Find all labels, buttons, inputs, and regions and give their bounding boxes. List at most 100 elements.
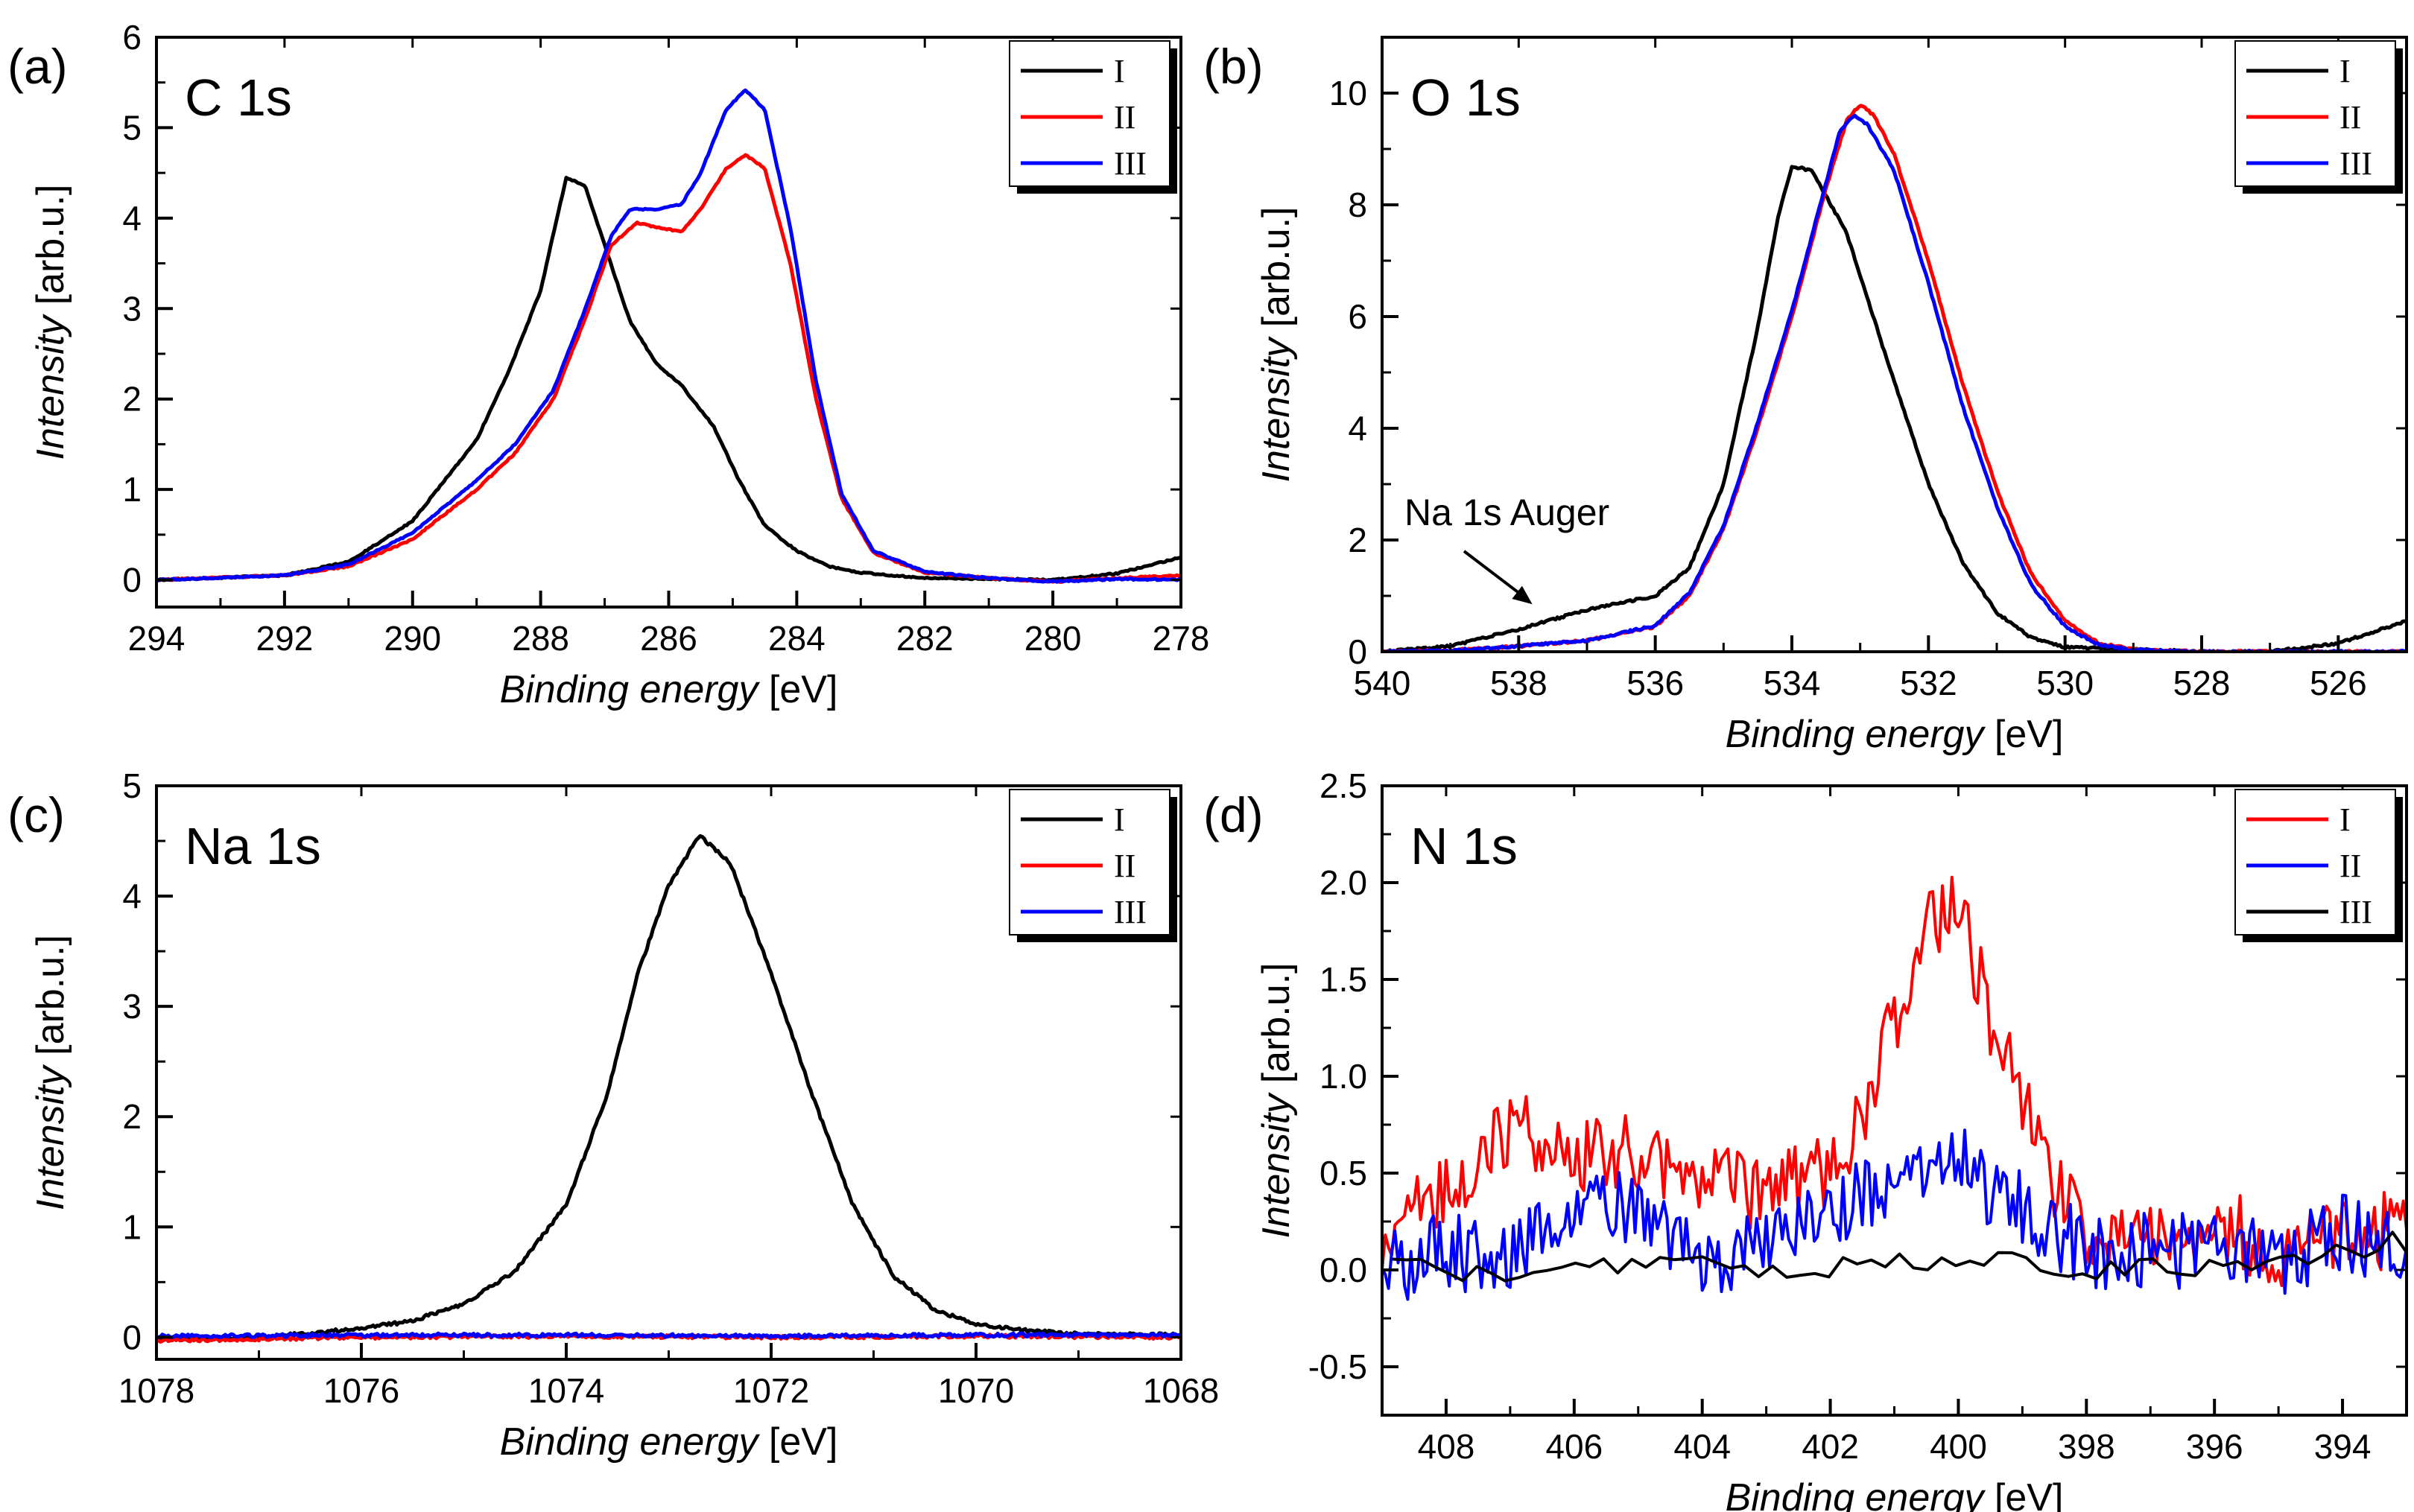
panel-label: (a) bbox=[7, 39, 68, 94]
legend-label: I bbox=[1114, 801, 1125, 838]
panel-label: (c) bbox=[7, 787, 65, 842]
y-tick-label: 3 bbox=[122, 289, 142, 328]
panel-title: Na 1s bbox=[185, 817, 321, 875]
x-axis-label: Binding energy [eV] bbox=[1726, 1476, 2064, 1512]
legend-label: II bbox=[1114, 99, 1135, 136]
series-line-II bbox=[1382, 1128, 2407, 1301]
x-axis-label: Binding energy [eV] bbox=[500, 668, 838, 711]
annotation-text: Na 1s Auger bbox=[1404, 492, 1609, 533]
x-tick-label: 528 bbox=[2173, 664, 2231, 702]
y-tick-label: 2 bbox=[1348, 521, 1367, 559]
series-group bbox=[1382, 875, 2407, 1301]
legend-label: III bbox=[1114, 145, 1147, 182]
x-tick-label: 534 bbox=[1764, 664, 1821, 702]
y-tick-label: 10 bbox=[1329, 74, 1367, 112]
annotation-arrow bbox=[1463, 550, 1529, 601]
series-line-III bbox=[156, 1331, 1181, 1340]
x-tick-label: 286 bbox=[640, 619, 697, 658]
x-tick-label: 538 bbox=[1490, 664, 1547, 702]
y-tick-label: 1.0 bbox=[1320, 1057, 1367, 1096]
y-tick-label: 0 bbox=[122, 1318, 142, 1356]
y-tick-label: 6 bbox=[1348, 297, 1367, 336]
legend-label: I bbox=[2339, 801, 2351, 838]
x-tick-label: 290 bbox=[384, 619, 441, 658]
x-axis-label: Binding energy [eV] bbox=[500, 1420, 838, 1464]
y-axis-label: Intensity [arb.u.] bbox=[1255, 963, 1298, 1239]
x-tick-label: 406 bbox=[1545, 1427, 1603, 1466]
annotation-arrowhead bbox=[1512, 585, 1533, 605]
series-line-I bbox=[156, 176, 1181, 582]
panel-b: 540 538 536 534 532 530 528 526 0 2 4 6 8 10 Binding e… bbox=[1203, 36, 2408, 756]
y-tick-label: 1 bbox=[122, 470, 142, 509]
y-tick-label: 2.0 bbox=[1320, 863, 1367, 902]
y-tick-label: 4 bbox=[122, 877, 142, 915]
x-tick-label: 394 bbox=[2314, 1427, 2372, 1466]
x-tick-label: 398 bbox=[2058, 1427, 2115, 1466]
x-tick-label: 294 bbox=[128, 619, 186, 658]
panel-c: 1078 1076 1074 1072 1070 1068 0 1 2 3 4 5 Binding en… bbox=[7, 766, 1219, 1464]
panel-title: N 1s bbox=[1410, 817, 1518, 875]
legend-label: I bbox=[2339, 53, 2351, 89]
x-tick-label: 396 bbox=[2186, 1427, 2243, 1466]
x-tick-label: 1074 bbox=[528, 1371, 604, 1410]
y-tick-label: 8 bbox=[1348, 185, 1367, 224]
panel-d: 408 406 404 402 400 398 396 394 -0.5 0.0 0.5 1.0 1.5… bbox=[1203, 766, 2408, 1512]
y-tick-label: 1 bbox=[122, 1207, 142, 1246]
x-tick-label: 1070 bbox=[938, 1371, 1014, 1410]
x-tick-label: 540 bbox=[1354, 664, 1411, 702]
x-tick-label: 404 bbox=[1673, 1427, 1731, 1466]
x-tick-label: 1076 bbox=[323, 1371, 399, 1410]
series-line-III bbox=[1392, 1230, 2407, 1283]
x-tick-label: 530 bbox=[2036, 664, 2094, 702]
y-tick-label: 3 bbox=[122, 987, 142, 1026]
x-tick-label: 536 bbox=[1626, 664, 1684, 702]
x-tick-label: 526 bbox=[2310, 664, 2367, 702]
y-tick-label: 1.5 bbox=[1320, 960, 1367, 999]
legend-label: II bbox=[2339, 848, 2361, 884]
x-tick-label: 278 bbox=[1153, 619, 1210, 658]
y-tick-label: -0.5 bbox=[1308, 1347, 1367, 1386]
panel-label: (b) bbox=[1203, 39, 1264, 94]
legend-label: III bbox=[1114, 894, 1147, 930]
legend-label: II bbox=[1114, 848, 1135, 884]
y-tick-label: 5 bbox=[122, 108, 142, 147]
series-line-II bbox=[156, 153, 1181, 584]
y-tick-label: 0.0 bbox=[1320, 1251, 1367, 1289]
x-tick-label: 532 bbox=[1900, 664, 1957, 702]
x-tick-label: 292 bbox=[256, 619, 314, 658]
x-tick-label: 402 bbox=[1802, 1427, 1859, 1466]
legend-label: I bbox=[1114, 53, 1125, 89]
x-axis-label: Binding energy [eV] bbox=[1726, 713, 2064, 756]
x-tick-label: 1078 bbox=[118, 1371, 194, 1410]
y-axis-label: Intensity [arb.u.] bbox=[1255, 207, 1298, 483]
panel-title: C 1s bbox=[185, 69, 292, 127]
series-group bbox=[156, 833, 1181, 1344]
y-tick-label: 0.5 bbox=[1320, 1154, 1367, 1192]
x-tick-label: 288 bbox=[512, 619, 569, 658]
x-tick-label: 280 bbox=[1024, 619, 1082, 658]
series-line-III bbox=[156, 88, 1181, 584]
x-tick-label: 282 bbox=[896, 619, 954, 658]
legend-label: II bbox=[2339, 99, 2361, 136]
x-tick-label: 1068 bbox=[1143, 1371, 1219, 1410]
y-tick-label: 2 bbox=[122, 1097, 142, 1136]
x-tick-label: 1072 bbox=[733, 1371, 809, 1410]
y-tick-label: 2 bbox=[122, 380, 142, 419]
y-tick-label: 6 bbox=[122, 18, 142, 57]
x-tick-label: 284 bbox=[768, 619, 826, 658]
y-tick-label: 4 bbox=[122, 199, 142, 238]
y-tick-label: 0 bbox=[1348, 632, 1367, 671]
y-tick-label: 0 bbox=[122, 561, 142, 600]
x-tick-label: 400 bbox=[1930, 1427, 1987, 1466]
series-group bbox=[156, 88, 1181, 584]
y-tick-label: 4 bbox=[1348, 409, 1367, 448]
series-line-I bbox=[156, 833, 1181, 1343]
y-tick-label: 2.5 bbox=[1320, 766, 1367, 805]
legend-label: III bbox=[2339, 145, 2372, 182]
panel-a: 294 292 290 288 286 284 282 280 278 0 1 2 3 4 5 6 Bindin… bbox=[7, 18, 1209, 711]
panel-title: O 1s bbox=[1410, 69, 1521, 127]
panel-label: (d) bbox=[1203, 787, 1264, 842]
y-axis-label: Intensity [arb.u.] bbox=[29, 185, 72, 460]
x-tick-label: 408 bbox=[1418, 1427, 1475, 1466]
